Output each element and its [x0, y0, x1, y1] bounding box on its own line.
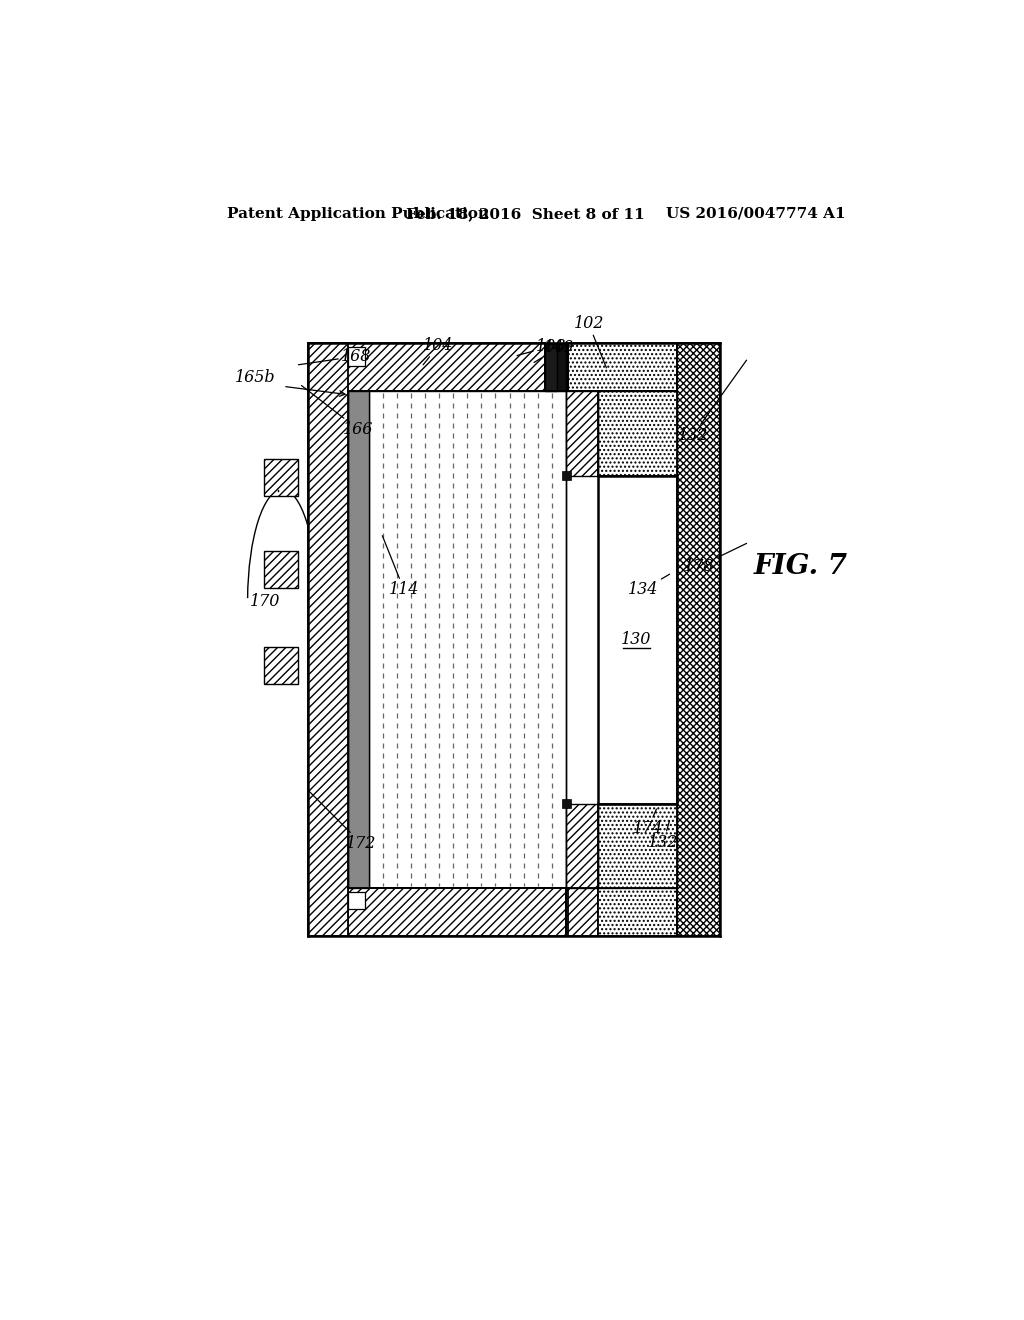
- Bar: [565, 391, 598, 475]
- Text: 132: 132: [648, 821, 679, 850]
- Bar: [348, 347, 366, 366]
- Text: 166: 166: [301, 385, 374, 438]
- Text: 114: 114: [382, 536, 419, 598]
- Bar: [348, 892, 366, 909]
- Bar: [307, 343, 348, 936]
- Text: US 2016/0047774 A1: US 2016/0047774 A1: [666, 207, 846, 220]
- Bar: [264, 647, 298, 684]
- Bar: [557, 343, 568, 391]
- Bar: [568, 343, 720, 391]
- Text: 108: 108: [517, 338, 566, 355]
- Text: Feb. 18, 2016  Sheet 8 of 11: Feb. 18, 2016 Sheet 8 of 11: [407, 207, 645, 220]
- Text: 130: 130: [621, 631, 651, 648]
- Bar: [264, 459, 298, 496]
- Text: 102: 102: [573, 315, 606, 368]
- Text: FIG. 7: FIG. 7: [754, 553, 848, 579]
- Bar: [307, 343, 545, 391]
- Bar: [370, 391, 565, 888]
- Text: 165b: 165b: [234, 370, 275, 387]
- Text: 170: 170: [250, 593, 281, 610]
- Bar: [562, 799, 571, 808]
- Text: Patent Application Publication: Patent Application Publication: [226, 207, 488, 220]
- Text: 149: 149: [535, 338, 574, 363]
- Text: 172: 172: [307, 789, 377, 853]
- Bar: [598, 888, 677, 936]
- Bar: [545, 343, 557, 391]
- Bar: [565, 804, 598, 888]
- Text: 132: 132: [678, 360, 746, 444]
- Bar: [264, 552, 298, 589]
- Bar: [348, 391, 370, 888]
- Bar: [348, 888, 565, 936]
- Text: 168: 168: [298, 347, 372, 364]
- Bar: [562, 471, 571, 480]
- Bar: [598, 475, 677, 804]
- Text: 134: 134: [628, 574, 670, 598]
- Bar: [677, 343, 720, 936]
- Bar: [598, 804, 677, 888]
- Text: 174: 174: [633, 809, 664, 837]
- Bar: [565, 888, 598, 936]
- Bar: [598, 391, 677, 475]
- Text: 104: 104: [423, 337, 454, 364]
- Text: 178: 178: [684, 544, 746, 576]
